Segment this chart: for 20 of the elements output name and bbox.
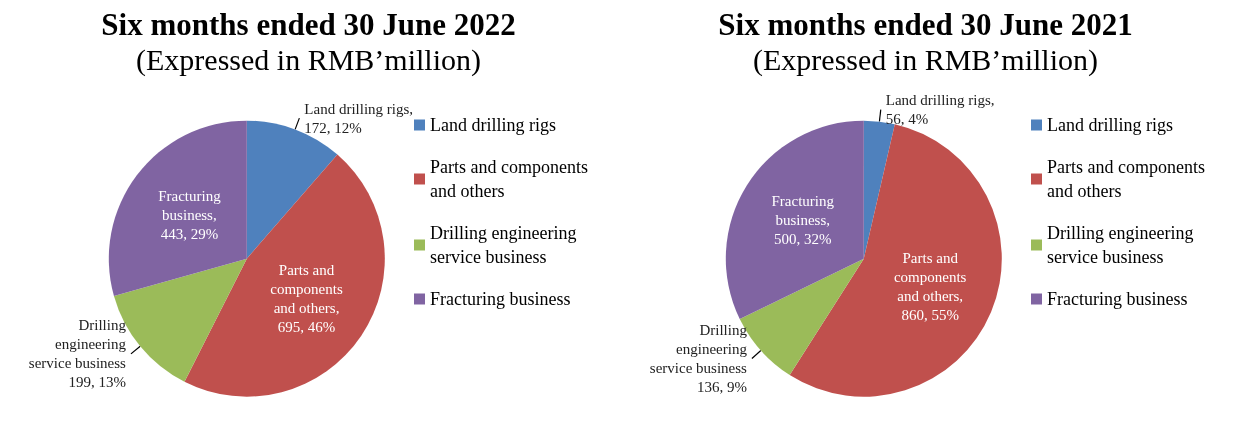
legend-label: Drilling engineering service business bbox=[430, 223, 581, 267]
chart-title: Six months ended 30 June 2022 bbox=[101, 7, 516, 42]
legend-label: Fracturing business bbox=[430, 289, 571, 309]
legend-label: Parts and components and others bbox=[1047, 157, 1210, 201]
chart-subtitle: (Expressed in RMB’million) bbox=[136, 42, 481, 77]
data-label: Parts and components and others, 860, 55% bbox=[893, 249, 967, 323]
data-label: Fracturing business, 500, 32% bbox=[771, 193, 835, 248]
legend-label: Drilling engineering service business bbox=[1047, 223, 1198, 267]
data-label: Drilling engineering service business 136, 9% bbox=[649, 322, 748, 396]
legend-label: Fracturing business bbox=[1047, 289, 1188, 309]
legend-label: Land drilling rigs bbox=[430, 115, 556, 135]
chart-subtitle: (Expressed in RMB’million) bbox=[753, 42, 1098, 77]
data-label: Parts and components and others, 695, 46% bbox=[270, 262, 343, 336]
chart-title: Six months ended 30 June 2021 bbox=[718, 7, 1133, 42]
data-label: Drilling engineering service business 199, 13% bbox=[28, 317, 127, 391]
legend-label: Land drilling rigs bbox=[1047, 115, 1173, 135]
data-label: Land drilling rigs, 172, 12% bbox=[304, 100, 414, 136]
data-label: Fracturing business, 443, 29% bbox=[158, 188, 222, 243]
legend-label: Parts and components and others bbox=[430, 157, 593, 201]
data-label: Land drilling rigs, 56, 4% bbox=[885, 92, 995, 128]
